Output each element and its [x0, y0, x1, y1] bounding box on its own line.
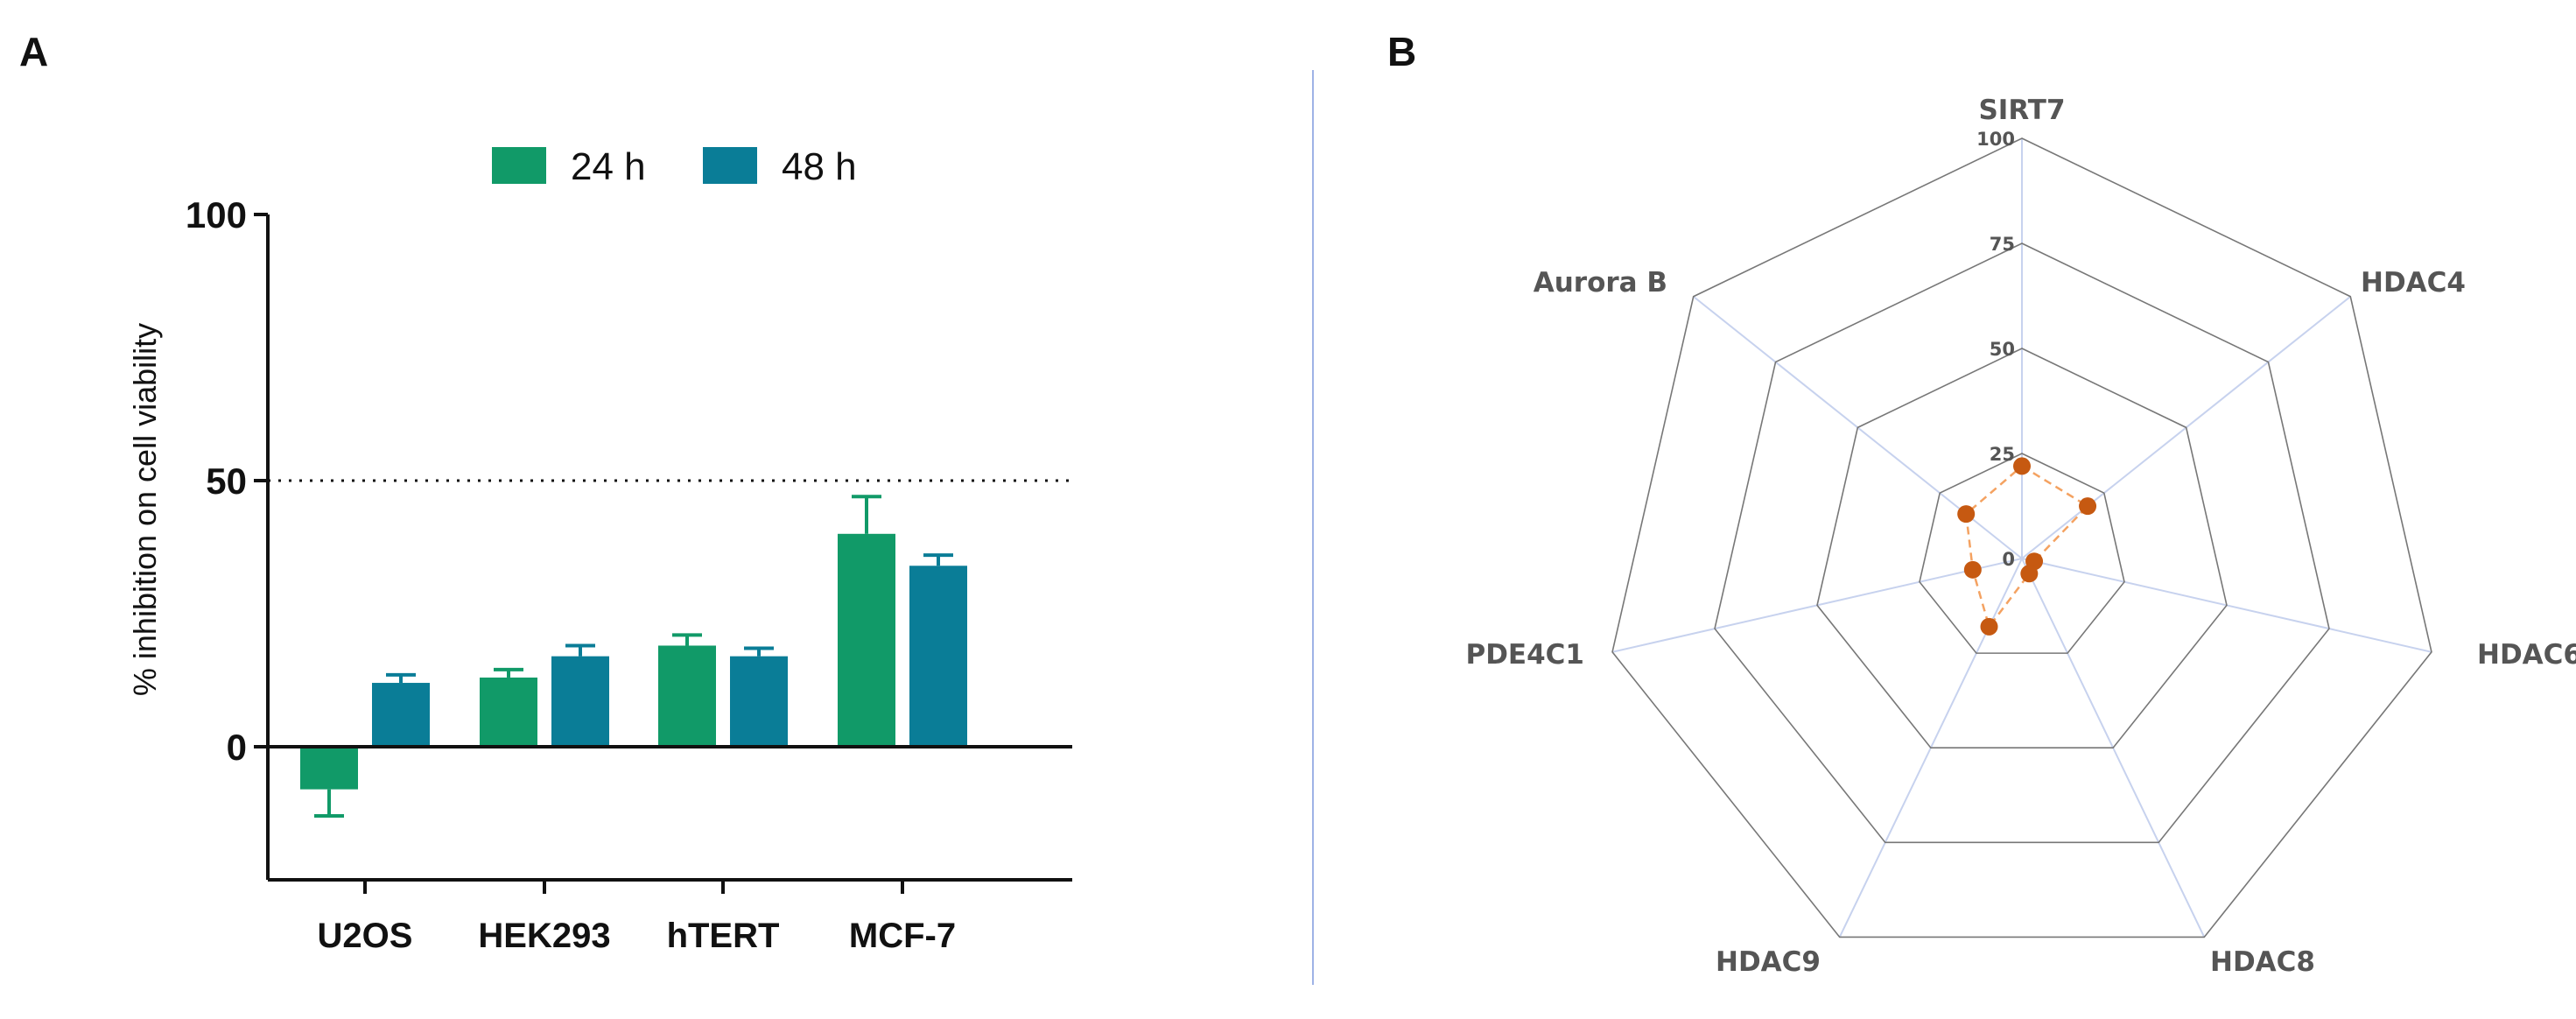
- radar-chart: 0 25 50 75 100 SIRT7 HDAC4 HDAC6 HDAC8 H…: [1465, 95, 2576, 978]
- radar-ring: [1611, 137, 2432, 938]
- radar-data-point: [2079, 497, 2097, 516]
- radar-ring: [1816, 348, 2228, 749]
- bar-hek293-24h: [480, 677, 537, 747]
- radar-ring: [1714, 242, 2330, 844]
- radar-axis-label: HDAC8: [2210, 946, 2315, 978]
- radar-data-point: [2013, 457, 2031, 475]
- bar-hek293-48h: [551, 656, 609, 747]
- bar-u2os-48h: [372, 683, 430, 747]
- radar-data-point: [1957, 505, 1976, 524]
- bar-mcf-7-24h: [838, 533, 895, 747]
- legend-label-24h: 24 h: [571, 145, 646, 188]
- radar-axis-label: HDAC4: [2361, 267, 2466, 299]
- radar-ring-label: 0: [2002, 549, 2015, 570]
- radar-ring: [1919, 453, 2125, 654]
- radar-axis-label: HDAC6: [2477, 639, 2576, 671]
- legend-label-48h: 48 h: [782, 145, 857, 188]
- bar-mcf-7-48h: [909, 566, 967, 747]
- radar-ring-label: 100: [1976, 129, 2015, 150]
- bar-htert-48h: [730, 656, 788, 747]
- radar-axis-label: SIRT7: [1978, 95, 2065, 126]
- y-tick-label: 100: [186, 194, 247, 235]
- x-tick-label: HEK293: [478, 917, 610, 955]
- radar-ring-label: 50: [1990, 339, 2015, 360]
- radar-axis-label: PDE4C1: [1465, 639, 1584, 671]
- panel-a-label: A: [19, 29, 48, 74]
- radar-data-point: [1963, 560, 1982, 579]
- bar-chart: 24 h 48 h % inhibition on cell viability…: [127, 145, 1072, 955]
- legend-swatch-24h: [492, 147, 546, 184]
- radar-ring-label: 25: [1990, 444, 2015, 465]
- radar-data-point: [1980, 617, 1998, 636]
- legend: 24 h 48 h: [492, 145, 857, 188]
- radar-data-point: [2020, 565, 2039, 583]
- radar-ring-label: 75: [1990, 234, 2015, 255]
- x-tick-label: MCF-7: [849, 917, 956, 955]
- panel-b-label: B: [1387, 29, 1416, 74]
- y-axis-title: % inhibition on cell viability: [127, 323, 163, 696]
- radar-axis-label: HDAC9: [1716, 946, 1821, 978]
- bar-u2os-24h: [300, 747, 358, 790]
- radar-axis-label: Aurora B: [1534, 267, 1667, 299]
- radar-series-line: [1964, 464, 2090, 629]
- y-tick-label: 0: [227, 727, 247, 768]
- x-tick-label: U2OS: [318, 917, 413, 955]
- bar-htert-24h: [658, 645, 716, 747]
- x-tick-label: hTERT: [667, 917, 780, 955]
- legend-swatch-48h: [703, 147, 757, 184]
- y-tick-label: 50: [206, 460, 247, 502]
